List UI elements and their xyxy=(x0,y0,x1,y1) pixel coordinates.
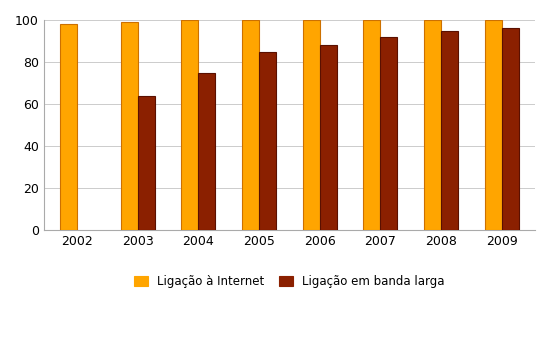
Bar xyxy=(259,51,276,230)
Bar xyxy=(320,45,337,230)
Legend: Ligação à Internet, Ligação em banda larga: Ligação à Internet, Ligação em banda lar… xyxy=(130,271,448,291)
Bar xyxy=(182,20,199,230)
Bar xyxy=(441,31,458,230)
Bar xyxy=(381,37,397,230)
Bar xyxy=(138,95,155,230)
Bar xyxy=(485,20,502,230)
Bar xyxy=(364,20,381,230)
Bar xyxy=(302,20,320,230)
Bar xyxy=(199,72,216,230)
Bar xyxy=(242,20,259,230)
Bar xyxy=(424,20,441,230)
Bar xyxy=(121,22,138,230)
Bar xyxy=(60,24,77,230)
Bar xyxy=(502,28,519,230)
